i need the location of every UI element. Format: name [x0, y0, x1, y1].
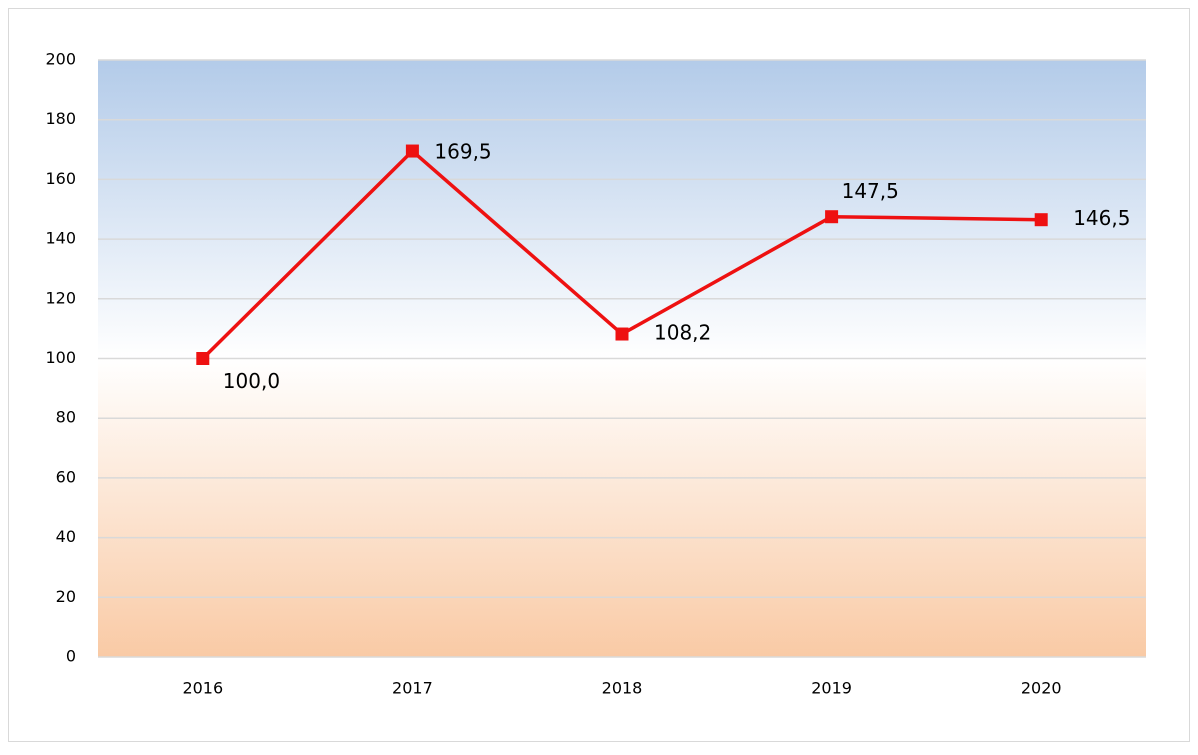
- x-tick-label: 2017: [392, 679, 433, 698]
- marker: [1034, 213, 1048, 227]
- data-label: 147,5: [842, 179, 899, 203]
- y-tick-label: 40: [56, 527, 76, 546]
- x-tick-label: 2018: [602, 679, 643, 698]
- data-label: 108,2: [654, 321, 711, 345]
- y-tick-label: 160: [45, 169, 76, 188]
- marker: [196, 352, 210, 365]
- data-label: 169,5: [434, 140, 491, 164]
- y-tick-label: 100: [45, 348, 76, 367]
- data-label: 146,5: [1073, 206, 1130, 230]
- x-tick-label: 2020: [1021, 679, 1062, 698]
- marker: [615, 327, 629, 341]
- marker: [825, 210, 839, 224]
- marker: [405, 144, 419, 158]
- y-tick-label: 200: [45, 50, 76, 69]
- x-tick-label: 2016: [182, 679, 223, 698]
- y-tick-label: 60: [56, 467, 76, 486]
- x-tick-label: 2019: [811, 679, 852, 698]
- y-tick-label: 80: [56, 408, 76, 427]
- y-tick-label: 120: [45, 288, 76, 307]
- data-label: 100,0: [223, 369, 280, 393]
- y-tick-label: 180: [45, 109, 76, 128]
- y-tick-label: 20: [56, 587, 76, 606]
- y-tick-label: 140: [45, 229, 76, 248]
- y-tick-label: 0: [66, 647, 76, 666]
